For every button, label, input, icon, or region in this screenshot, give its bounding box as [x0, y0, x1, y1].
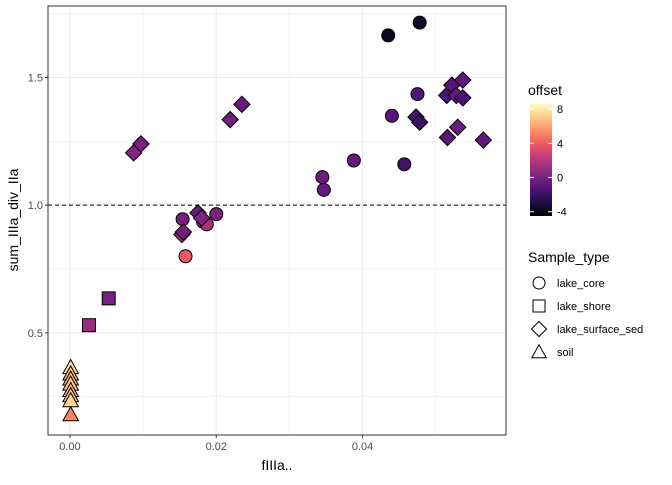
legend-key-diamond: [530, 320, 548, 338]
x-tick-label: 0.00: [59, 441, 80, 453]
data-point-diamond: [454, 89, 472, 107]
data-point-circle: [315, 170, 330, 185]
y-tick-label: 0.5: [28, 328, 43, 340]
data-point-diamond: [174, 223, 193, 241]
data-point-diamond: [410, 113, 429, 132]
legend-label-lake_shore: lake_shore: [557, 301, 611, 313]
data-point-diamond: [454, 71, 472, 89]
data-point-diamond: [233, 95, 251, 114]
x-axis-ticks: 0.00 0.02 0.04: [59, 435, 373, 453]
data-point-diamond: [438, 128, 457, 147]
legend-key-square: [532, 299, 546, 313]
data-point-diamond: [221, 110, 240, 129]
legend-label-soil: soil: [557, 347, 574, 359]
data-point-circle: [178, 249, 193, 264]
data-point-square: [101, 291, 116, 306]
colorbar-ticks: 8 4 0 -4: [530, 104, 567, 219]
plot-panel: [48, 6, 506, 435]
data-point-circle: [412, 15, 427, 30]
color-legend-title: offset: [528, 82, 562, 98]
data-point-circle: [175, 212, 190, 227]
y-tick-label: 1.5: [28, 73, 43, 85]
x-axis-title: fIIIa..: [261, 457, 292, 473]
colorbar: [530, 104, 552, 216]
colorbar-tick-label: 0: [557, 173, 563, 185]
data-point-diamond: [192, 209, 211, 227]
data-points: [62, 15, 493, 422]
data-point-triangle: [62, 405, 80, 422]
data-point-circle: [381, 28, 396, 43]
legend-key-triangle: [530, 343, 548, 359]
data-point-circle: [384, 108, 399, 123]
x-tick-label: 0.04: [352, 441, 373, 453]
data-point-circle: [410, 87, 425, 102]
legend-key-circle: [532, 276, 546, 290]
legend-label-lake_core: lake_core: [557, 278, 605, 290]
x-tick-label: 0.02: [206, 441, 227, 453]
legend-label-lake_surface_sed: lake_surface_sed: [557, 324, 643, 336]
data-point-circle: [346, 153, 361, 168]
y-axis-title: sum_IIIa_div_IIa: [5, 168, 21, 271]
y-axis-ticks: 0.5 1.0 1.5: [28, 73, 48, 340]
data-point-diamond: [448, 118, 467, 137]
data-point-diamond: [474, 131, 493, 149]
data-point-circle: [397, 157, 412, 172]
data-point-square: [81, 318, 96, 333]
data-point-circle: [316, 182, 331, 197]
data-point-diamond: [132, 135, 150, 153]
shape-legend-title: Sample_type: [528, 249, 610, 265]
y-tick-label: 1.0: [28, 200, 43, 212]
colorbar-tick-label: -4: [557, 207, 567, 219]
colorbar-tick-label: 4: [557, 138, 563, 150]
data-point-circle: [209, 207, 224, 222]
colorbar-tick-label: 8: [557, 104, 563, 116]
plot-border: [47, 5, 507, 436]
